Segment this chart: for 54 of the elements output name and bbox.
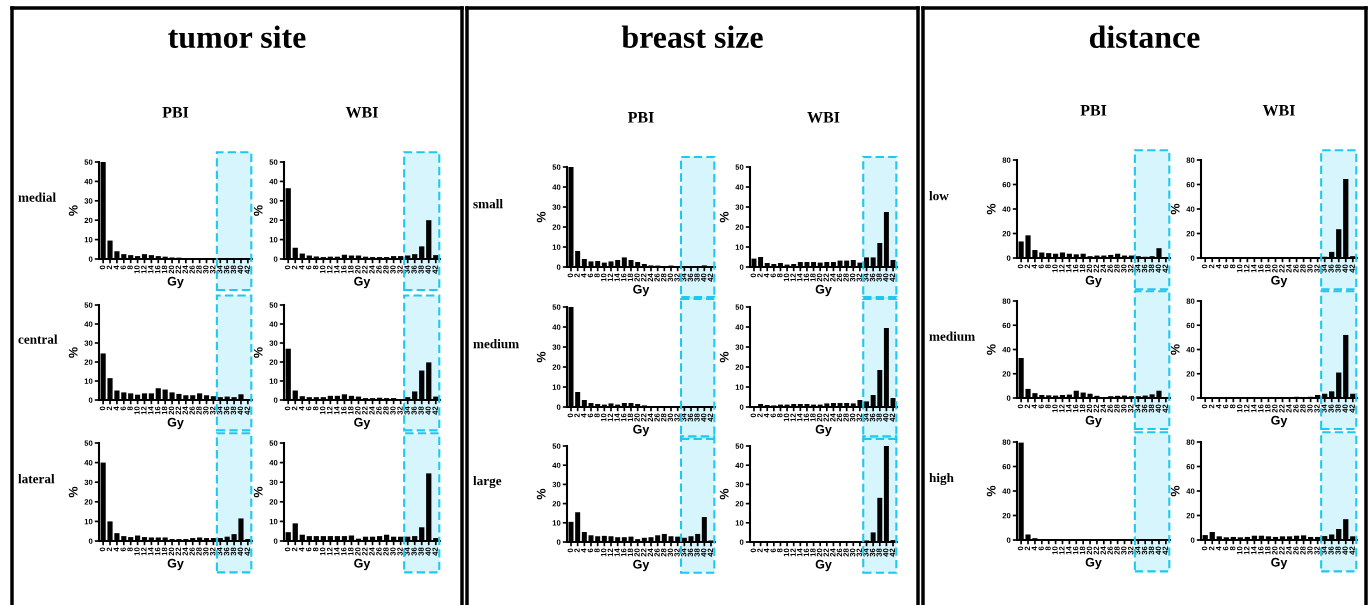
chart-title: WBI (807, 112, 840, 123)
text: large (473, 475, 502, 489)
x-axis-title: Gy (815, 424, 832, 437)
x-axis-title: Gy (1085, 275, 1102, 288)
text: low (929, 191, 949, 201)
x-axis-title: Gy (633, 284, 650, 297)
x-axis-title: Gy (167, 558, 184, 571)
text: small (473, 199, 503, 209)
chart-subtitle: distance (1089, 25, 1200, 48)
x-axis-title: Gy (167, 417, 184, 430)
y-axis-title: % (253, 486, 263, 498)
x-axis-title: Gy (354, 417, 371, 430)
y-axis-title: % (253, 347, 263, 358)
x-axis-title: Gy (633, 559, 650, 572)
chart-title: WBI (345, 107, 378, 118)
y-axis-title: % (986, 485, 996, 497)
x-axis-title: Gy (354, 558, 371, 571)
x-axis-title: Gy (354, 276, 371, 289)
y-axis-title: % (719, 211, 729, 223)
y-axis-title: % (719, 488, 729, 500)
y-axis-title: % (536, 488, 546, 500)
text: lateral (18, 474, 55, 484)
chart-subtitle: tumor site (168, 25, 306, 49)
x-axis-title: Gy (1271, 275, 1288, 288)
y-axis-title: % (536, 211, 546, 223)
y-axis-title: % (1170, 344, 1180, 355)
chart-title: WBI (1262, 105, 1295, 116)
y-axis-title: % (68, 205, 78, 216)
y-axis-title: % (68, 347, 78, 358)
chart-title: PBI (627, 112, 654, 123)
x-axis-title: Gy (1085, 415, 1102, 428)
text: high (929, 472, 954, 486)
y-axis-title: % (986, 203, 996, 215)
x-axis-title: Gy (1271, 415, 1288, 428)
x-axis-title: Gy (167, 276, 184, 289)
text: central (18, 334, 58, 344)
y-axis-title: % (719, 351, 729, 363)
x-axis-title: Gy (1085, 557, 1102, 570)
y-axis-title: % (536, 351, 546, 363)
text: medium (473, 339, 519, 349)
y-axis-title: % (1170, 485, 1180, 497)
y-axis-title: % (68, 486, 78, 498)
y-axis-title: % (253, 205, 263, 216)
x-axis-title: Gy (815, 559, 832, 572)
chart-title: PBI (162, 107, 189, 118)
chart-title: PBI (1080, 105, 1107, 116)
x-axis-title: Gy (1271, 557, 1288, 570)
text: medial (18, 192, 56, 202)
x-axis-title: Gy (633, 424, 650, 437)
text: medium (929, 331, 975, 341)
x-axis-title: Gy (815, 284, 832, 297)
y-axis-title: % (1170, 203, 1180, 215)
y-axis-title: % (986, 344, 996, 355)
chart-subtitle: breast size (621, 25, 763, 48)
